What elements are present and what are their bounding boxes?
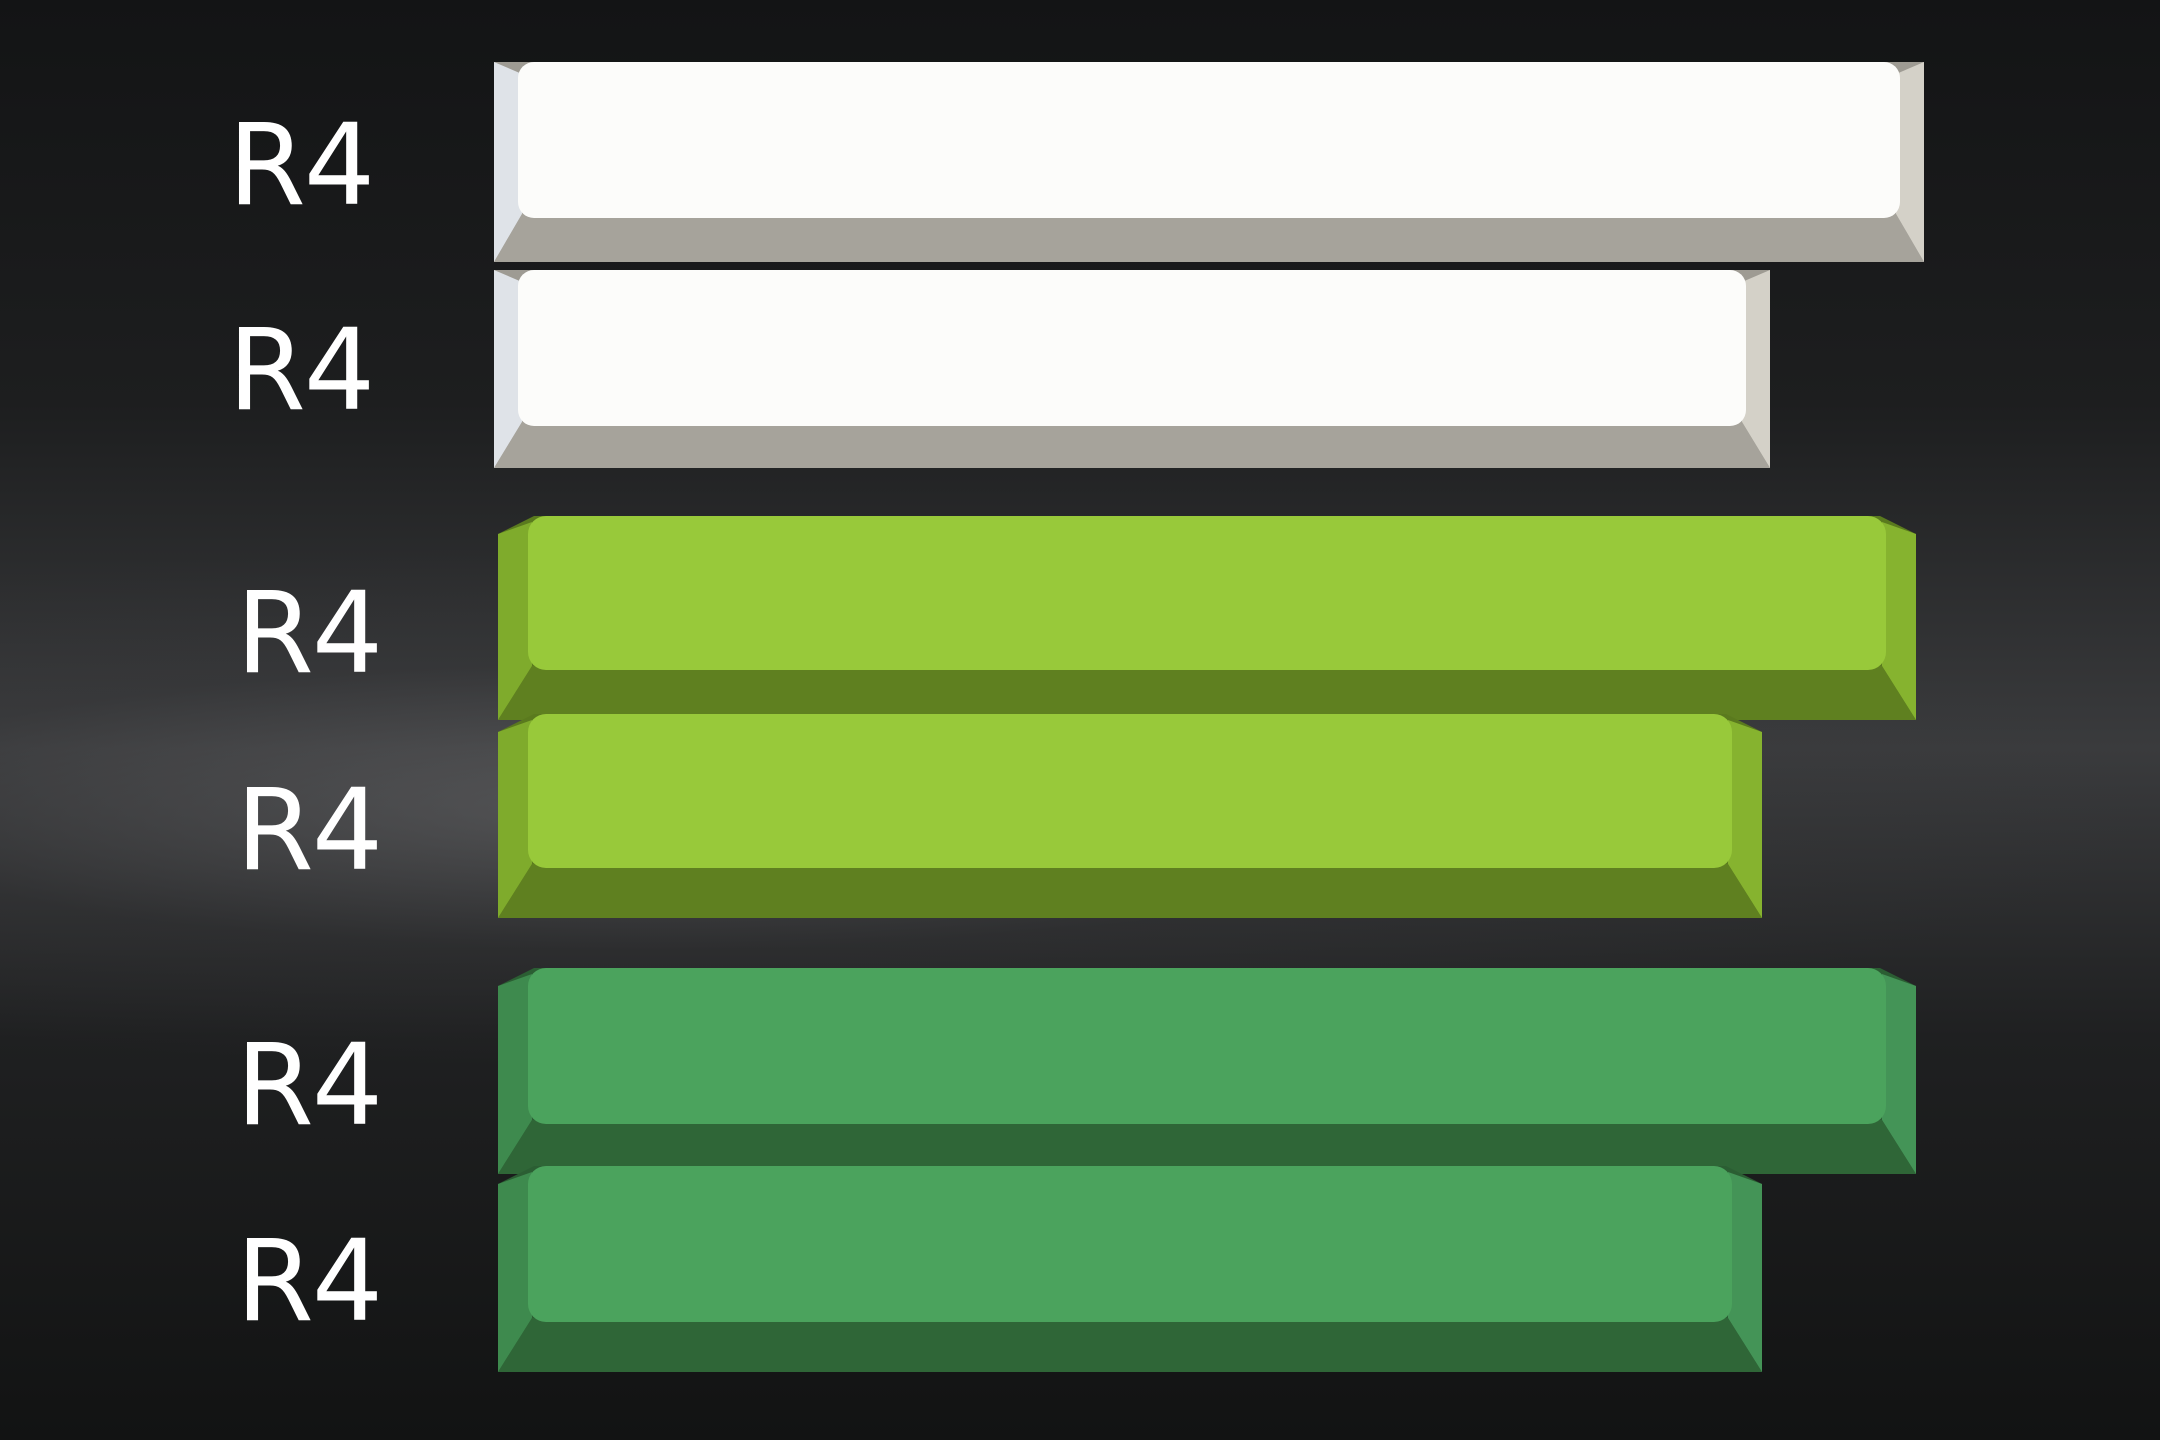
row-label: R4 <box>228 101 375 231</box>
row-label: R4 <box>228 306 375 436</box>
row-label: R4 <box>236 569 383 699</box>
row-label: R4 <box>236 1217 383 1347</box>
spacebar-keycap-green-short <box>498 1166 1762 1372</box>
spacebar-keycap-white-short <box>494 270 1770 468</box>
row-label: R4 <box>236 766 383 896</box>
spacebar-keycap-white-long <box>494 62 1924 262</box>
spacebar-keycap-lime-short <box>498 714 1762 918</box>
spacebar-keycap-green-long <box>498 968 1916 1174</box>
row-label: R4 <box>236 1021 383 1151</box>
spacebar-keycap-lime-long <box>498 516 1916 720</box>
